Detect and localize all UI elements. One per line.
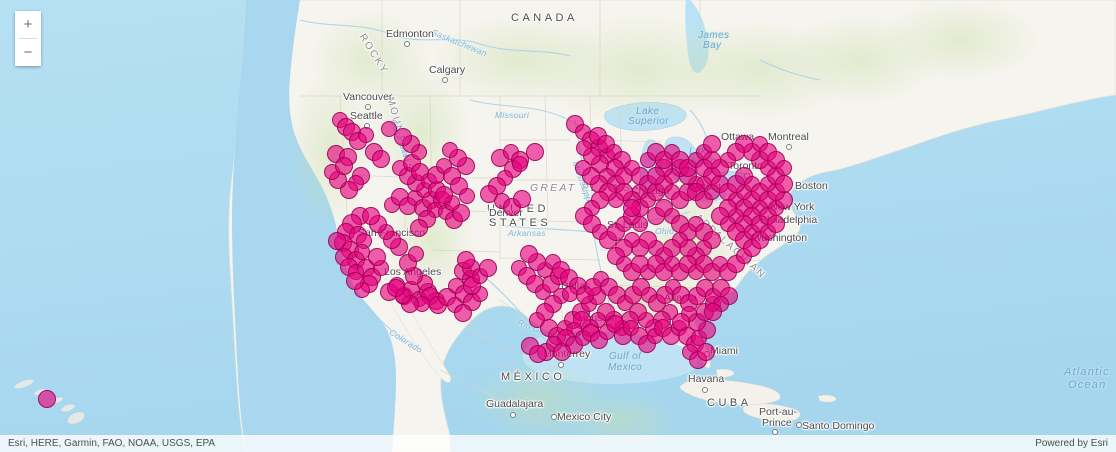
- data-point-marker[interactable]: [553, 343, 571, 361]
- data-point-marker[interactable]: [647, 167, 665, 185]
- zoom-in-button[interactable]: +: [15, 11, 41, 38]
- zoom-control-divider: [19, 38, 37, 39]
- data-point-marker[interactable]: [387, 279, 405, 297]
- data-point-marker[interactable]: [459, 188, 475, 204]
- attribution-bar[interactable]: Esri, HERE, Garmin, FAO, NOAA, USGS, EPA…: [0, 435, 1116, 452]
- data-point-marker[interactable]: [672, 313, 690, 331]
- data-point-marker[interactable]: [479, 259, 497, 277]
- data-point-marker[interactable]: [442, 142, 458, 158]
- data-point-marker[interactable]: [776, 160, 792, 176]
- data-point-marker[interactable]: [520, 245, 538, 263]
- data-point-marker[interactable]: [704, 303, 722, 321]
- data-point-marker[interactable]: [435, 186, 453, 204]
- data-point-marker[interactable]: [697, 343, 715, 361]
- data-point-marker[interactable]: [358, 127, 374, 143]
- data-point-marker[interactable]: [576, 140, 592, 156]
- data-point-marker[interactable]: [512, 156, 528, 172]
- data-point-marker[interactable]: [346, 272, 364, 290]
- caribbean-islands: [679, 368, 837, 422]
- data-point-marker[interactable]: [632, 216, 648, 232]
- data-point-marker[interactable]: [703, 135, 721, 153]
- data-point-marker[interactable]: [575, 160, 591, 176]
- data-point-marker[interactable]: [410, 219, 428, 237]
- data-point-marker[interactable]: [368, 248, 386, 266]
- data-point-marker[interactable]: [457, 251, 475, 269]
- data-point-marker[interactable]: [408, 246, 424, 262]
- data-point-marker[interactable]: [335, 157, 353, 175]
- data-point-marker[interactable]: [394, 128, 412, 146]
- data-point-marker[interactable]: [529, 345, 547, 363]
- attribution-powered-by[interactable]: Powered by Esri: [1035, 438, 1108, 449]
- zoom-out-button[interactable]: −: [15, 39, 41, 66]
- data-point-marker[interactable]: [767, 215, 785, 233]
- data-point-marker[interactable]: [775, 175, 793, 193]
- data-point-marker[interactable]: [362, 207, 380, 225]
- data-point-marker[interactable]: [513, 190, 531, 208]
- data-point-marker[interactable]: [38, 390, 56, 408]
- data-point-marker[interactable]: [526, 143, 544, 161]
- zoom-control[interactable]: + −: [15, 11, 41, 66]
- attribution-sources: Esri, HERE, Garmin, FAO, NOAA, USGS, EPA: [8, 438, 216, 449]
- data-point-marker[interactable]: [454, 304, 472, 322]
- data-point-marker[interactable]: [623, 199, 641, 217]
- data-point-marker[interactable]: [372, 150, 390, 168]
- data-point-marker[interactable]: [328, 232, 346, 250]
